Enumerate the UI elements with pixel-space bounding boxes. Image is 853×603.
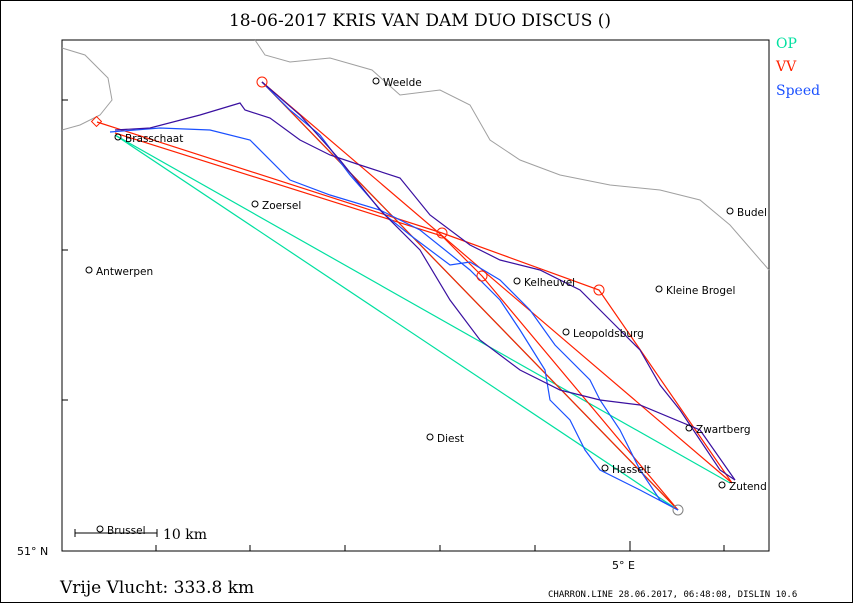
place-label: Kelheuvel	[524, 277, 575, 289]
y-axis-label: 51° N	[17, 545, 48, 558]
axis-ticks	[62, 99, 725, 551]
border-line	[61, 47, 113, 131]
legend: OP VV Speed	[775, 36, 820, 99]
flight-tracks	[90, 76, 736, 516]
place-marker-icon	[726, 207, 734, 215]
legend-vv: VV	[775, 59, 797, 75]
distance-label: Vrije Vlucht: 333.8 km	[59, 578, 254, 598]
place-marker-icon	[114, 133, 122, 141]
climb-track	[261, 81, 736, 481]
climb-track	[114, 102, 736, 481]
speed-track	[261, 81, 679, 511]
scale-bar: 10 km	[74, 527, 207, 543]
place-marker-icon	[655, 285, 663, 293]
place-label: Zwartberg	[696, 424, 751, 436]
place-marker-icon	[718, 481, 726, 489]
country-border	[61, 39, 770, 271]
place-label: Budel	[737, 207, 767, 219]
place-label: Hasselt	[612, 464, 651, 476]
place-marker-icon	[85, 266, 93, 274]
legend-op: OP	[776, 36, 797, 52]
place-marker-icon	[601, 464, 609, 472]
start-marker	[90, 115, 103, 128]
speed-track	[109, 127, 679, 511]
vv-line	[261, 81, 733, 484]
turnpoint-marker	[256, 76, 268, 88]
border-line	[254, 39, 770, 271]
map-title: 18-06-2017 KRIS VAN DAM DUO DISCUS ()	[229, 11, 611, 31]
place-markers: Weelde Brasschaat Zoersel Budel Antwerpen Kel…	[85, 77, 767, 537]
place-label: Leopoldsburg	[573, 328, 644, 340]
finish-marker	[672, 504, 684, 516]
turnpoint-marker	[476, 270, 488, 282]
place-marker-icon	[372, 77, 380, 85]
place-label: Brasschaat	[125, 133, 183, 145]
place-marker-icon	[562, 328, 570, 336]
place-marker-icon	[251, 200, 259, 208]
vv-line	[96, 121, 733, 484]
place-label: Zoersel	[262, 200, 301, 212]
place-label: Diest	[437, 433, 464, 445]
turnpoint-marker	[593, 284, 605, 296]
place-label: Antwerpen	[96, 266, 153, 278]
scale-bar-label: 10 km	[163, 527, 207, 543]
place-marker-icon	[426, 433, 434, 441]
plot-area	[61, 39, 770, 552]
turnpoint-marker	[436, 227, 448, 239]
op-line	[114, 134, 679, 511]
place-marker-icon	[513, 277, 521, 285]
legend-speed: Speed	[776, 83, 820, 99]
place-label: Kleine Brogel	[666, 285, 735, 297]
place-label: Brussel	[107, 525, 146, 537]
vv-line	[261, 81, 679, 511]
op-line	[114, 134, 731, 484]
place-label: Zutend	[729, 481, 767, 493]
x-axis-label: 5° E	[612, 559, 635, 572]
place-marker-icon	[685, 424, 693, 432]
footer-info: CHARRON.LINE 28.06.2017, 06:48:08, DISLI…	[548, 590, 797, 600]
vv-line	[114, 132, 679, 511]
place-marker-icon	[96, 525, 104, 533]
place-label: Weelde	[383, 77, 422, 89]
